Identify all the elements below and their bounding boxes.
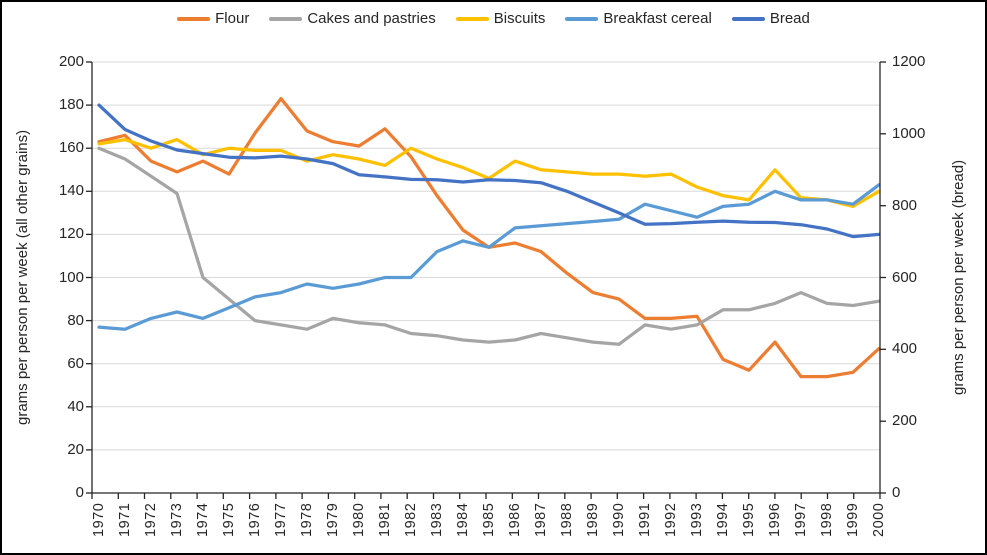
x-axis-tick-label: 1971 <box>117 502 133 537</box>
x-axis-tick-label: 1989 <box>585 502 601 537</box>
x-axis-tick-label: 1982 <box>403 502 419 537</box>
left-axis-tick-label: 80 <box>67 311 84 329</box>
series-line-bread <box>97 103 881 239</box>
x-axis-tick-label: 1973 <box>169 502 185 537</box>
right-axis-tick-label: 1200 <box>892 53 926 70</box>
x-axis-tick-label: 1999 <box>845 502 861 537</box>
x-axis-tick-label: 1994 <box>715 502 731 537</box>
left-axis-tick-label: 60 <box>67 354 84 372</box>
legend-label: Breakfast cereal <box>603 10 712 27</box>
legend-label: Flour <box>215 10 250 27</box>
x-axis-tick-label: 1970 <box>91 502 107 537</box>
x-axis-tick-label: 1992 <box>663 502 679 537</box>
legend-item-cakes-and-pastries: Cakes and pastries <box>269 10 436 27</box>
x-axis-tick-label: 1986 <box>507 502 523 537</box>
x-axis-tick-label: 1975 <box>221 502 237 537</box>
legend-swatch-flour <box>177 16 211 21</box>
x-axis-tick-label: 1990 <box>611 502 627 537</box>
x-axis-tick-label: 1993 <box>689 502 705 537</box>
x-axis-tick-label: 1979 <box>325 502 341 537</box>
right-axis-tick-label: 200 <box>892 412 918 430</box>
legend-item-bread: Bread <box>731 10 810 27</box>
series-line-flour <box>97 96 881 379</box>
left-axis-tick-label: 160 <box>58 139 84 157</box>
x-axis-tick-label: 1972 <box>143 502 159 537</box>
left-axis-tick-label: 40 <box>67 397 84 415</box>
x-axis-tick-label: 1987 <box>533 502 549 537</box>
right-axis-tick-label: 800 <box>892 196 918 214</box>
legend-swatch-biscuits <box>455 16 489 21</box>
right-axis-tick-label: 0 <box>892 484 901 501</box>
legend-item-biscuits: Biscuits <box>455 10 546 27</box>
x-axis-tick-label: 1991 <box>637 502 653 537</box>
legend-swatch-bread <box>731 16 765 21</box>
chart-legend: Flour Cakes and pastries Biscuits Breakfast… <box>2 10 985 27</box>
right-axis-tick-label: 1000 <box>892 124 926 142</box>
x-axis-tick-label: 1995 <box>741 502 757 537</box>
x-axis-tick-label: 1984 <box>455 502 471 537</box>
right-axis-title: grams per person per week (bread) <box>950 159 967 396</box>
x-axis-tick-label: 1985 <box>481 502 497 537</box>
legend-label: Biscuits <box>493 10 546 27</box>
series-line-breakfast-cereal <box>97 183 881 331</box>
left-axis-tick-label: 180 <box>58 96 84 114</box>
x-axis-tick-label: 1980 <box>351 502 367 537</box>
legend-swatch-cakes-and-pastries <box>269 16 303 21</box>
x-axis-tick-label: 1997 <box>793 502 809 537</box>
legend-swatch-breakfast-cereal <box>565 16 599 21</box>
series-line-cakes-and-pastries <box>97 146 881 346</box>
x-axis-tick-label: 1978 <box>299 502 315 537</box>
x-axis-tick-label: 1976 <box>247 502 263 537</box>
legend-item-breakfast-cereal: Breakfast cereal <box>565 10 712 27</box>
right-axis-tick-label: 600 <box>892 268 918 286</box>
left-axis-tick-label: 20 <box>67 440 84 458</box>
left-axis-tick-label: 120 <box>58 225 84 243</box>
x-axis-tick-label: 1981 <box>377 502 393 537</box>
x-axis-tick-label: 1988 <box>559 502 575 537</box>
legend-label: Cakes and pastries <box>307 10 436 27</box>
x-axis-tick-label: 1996 <box>767 502 783 537</box>
x-axis-tick-label: 1974 <box>195 502 211 537</box>
right-axis-tick-label: 400 <box>892 340 918 358</box>
left-axis-tick-label: 140 <box>58 182 84 200</box>
x-axis-tick-label: 2000 <box>871 502 887 537</box>
x-axis-tick-label: 1983 <box>429 502 445 537</box>
left-axis-tick-label: 0 <box>75 484 84 501</box>
left-axis-tick-label: 100 <box>58 268 84 286</box>
x-axis-tick-label: 1998 <box>819 502 835 537</box>
x-axis-tick-label: 1977 <box>273 502 289 537</box>
legend-item-flour: Flour <box>177 10 249 27</box>
left-axis-title: grams per person per week (all other gra… <box>14 129 31 426</box>
left-axis-tick-label: 200 <box>58 53 84 70</box>
legend-label: Bread <box>769 10 810 27</box>
